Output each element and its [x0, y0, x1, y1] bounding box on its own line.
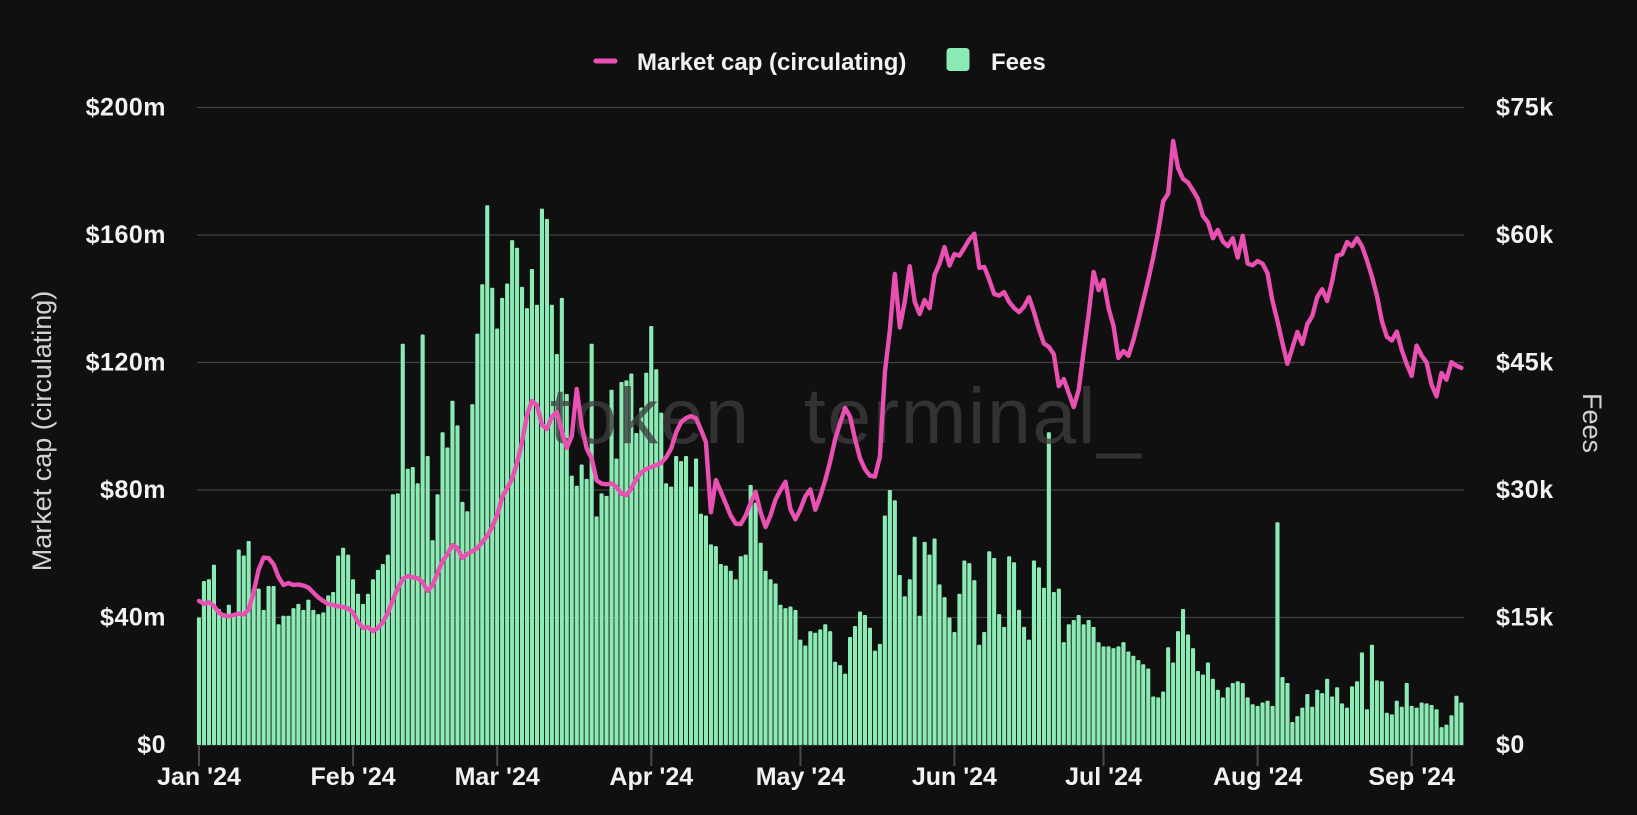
svg-text:Jun '24: Jun '24 — [912, 763, 997, 791]
svg-text:Market cap (circulating): Market cap (circulating) — [27, 291, 57, 572]
svg-text:Sep '24: Sep '24 — [1368, 763, 1455, 791]
svg-text:Jan '24: Jan '24 — [157, 763, 241, 791]
svg-text:token terminal_: token terminal_ — [550, 371, 1143, 460]
svg-text:$40m: $40m — [100, 604, 166, 632]
svg-text:Feb '24: Feb '24 — [311, 763, 396, 791]
svg-text:$15k: $15k — [1496, 604, 1554, 632]
svg-text:May '24: May '24 — [756, 763, 845, 791]
svg-text:Market cap (circulating): Market cap (circulating) — [637, 49, 906, 76]
svg-text:$160m: $160m — [86, 221, 166, 249]
svg-text:Mar '24: Mar '24 — [455, 763, 540, 791]
svg-text:$120m: $120m — [86, 349, 166, 377]
svg-text:$75k: $75k — [1496, 94, 1554, 122]
svg-text:Fees: Fees — [991, 49, 1046, 76]
svg-text:Jul '24: Jul '24 — [1065, 763, 1142, 791]
svg-text:$0: $0 — [1496, 731, 1525, 759]
svg-text:$60k: $60k — [1496, 221, 1554, 249]
svg-text:$200m: $200m — [86, 94, 166, 122]
svg-text:Apr '24: Apr '24 — [609, 763, 693, 791]
svg-text:$30k: $30k — [1496, 476, 1554, 504]
svg-text:$45k: $45k — [1496, 349, 1554, 377]
svg-text:Aug '24: Aug '24 — [1213, 763, 1302, 791]
svg-text:$0: $0 — [137, 731, 166, 759]
svg-text:$80m: $80m — [100, 476, 166, 504]
svg-text:Fees: Fees — [1577, 393, 1607, 453]
